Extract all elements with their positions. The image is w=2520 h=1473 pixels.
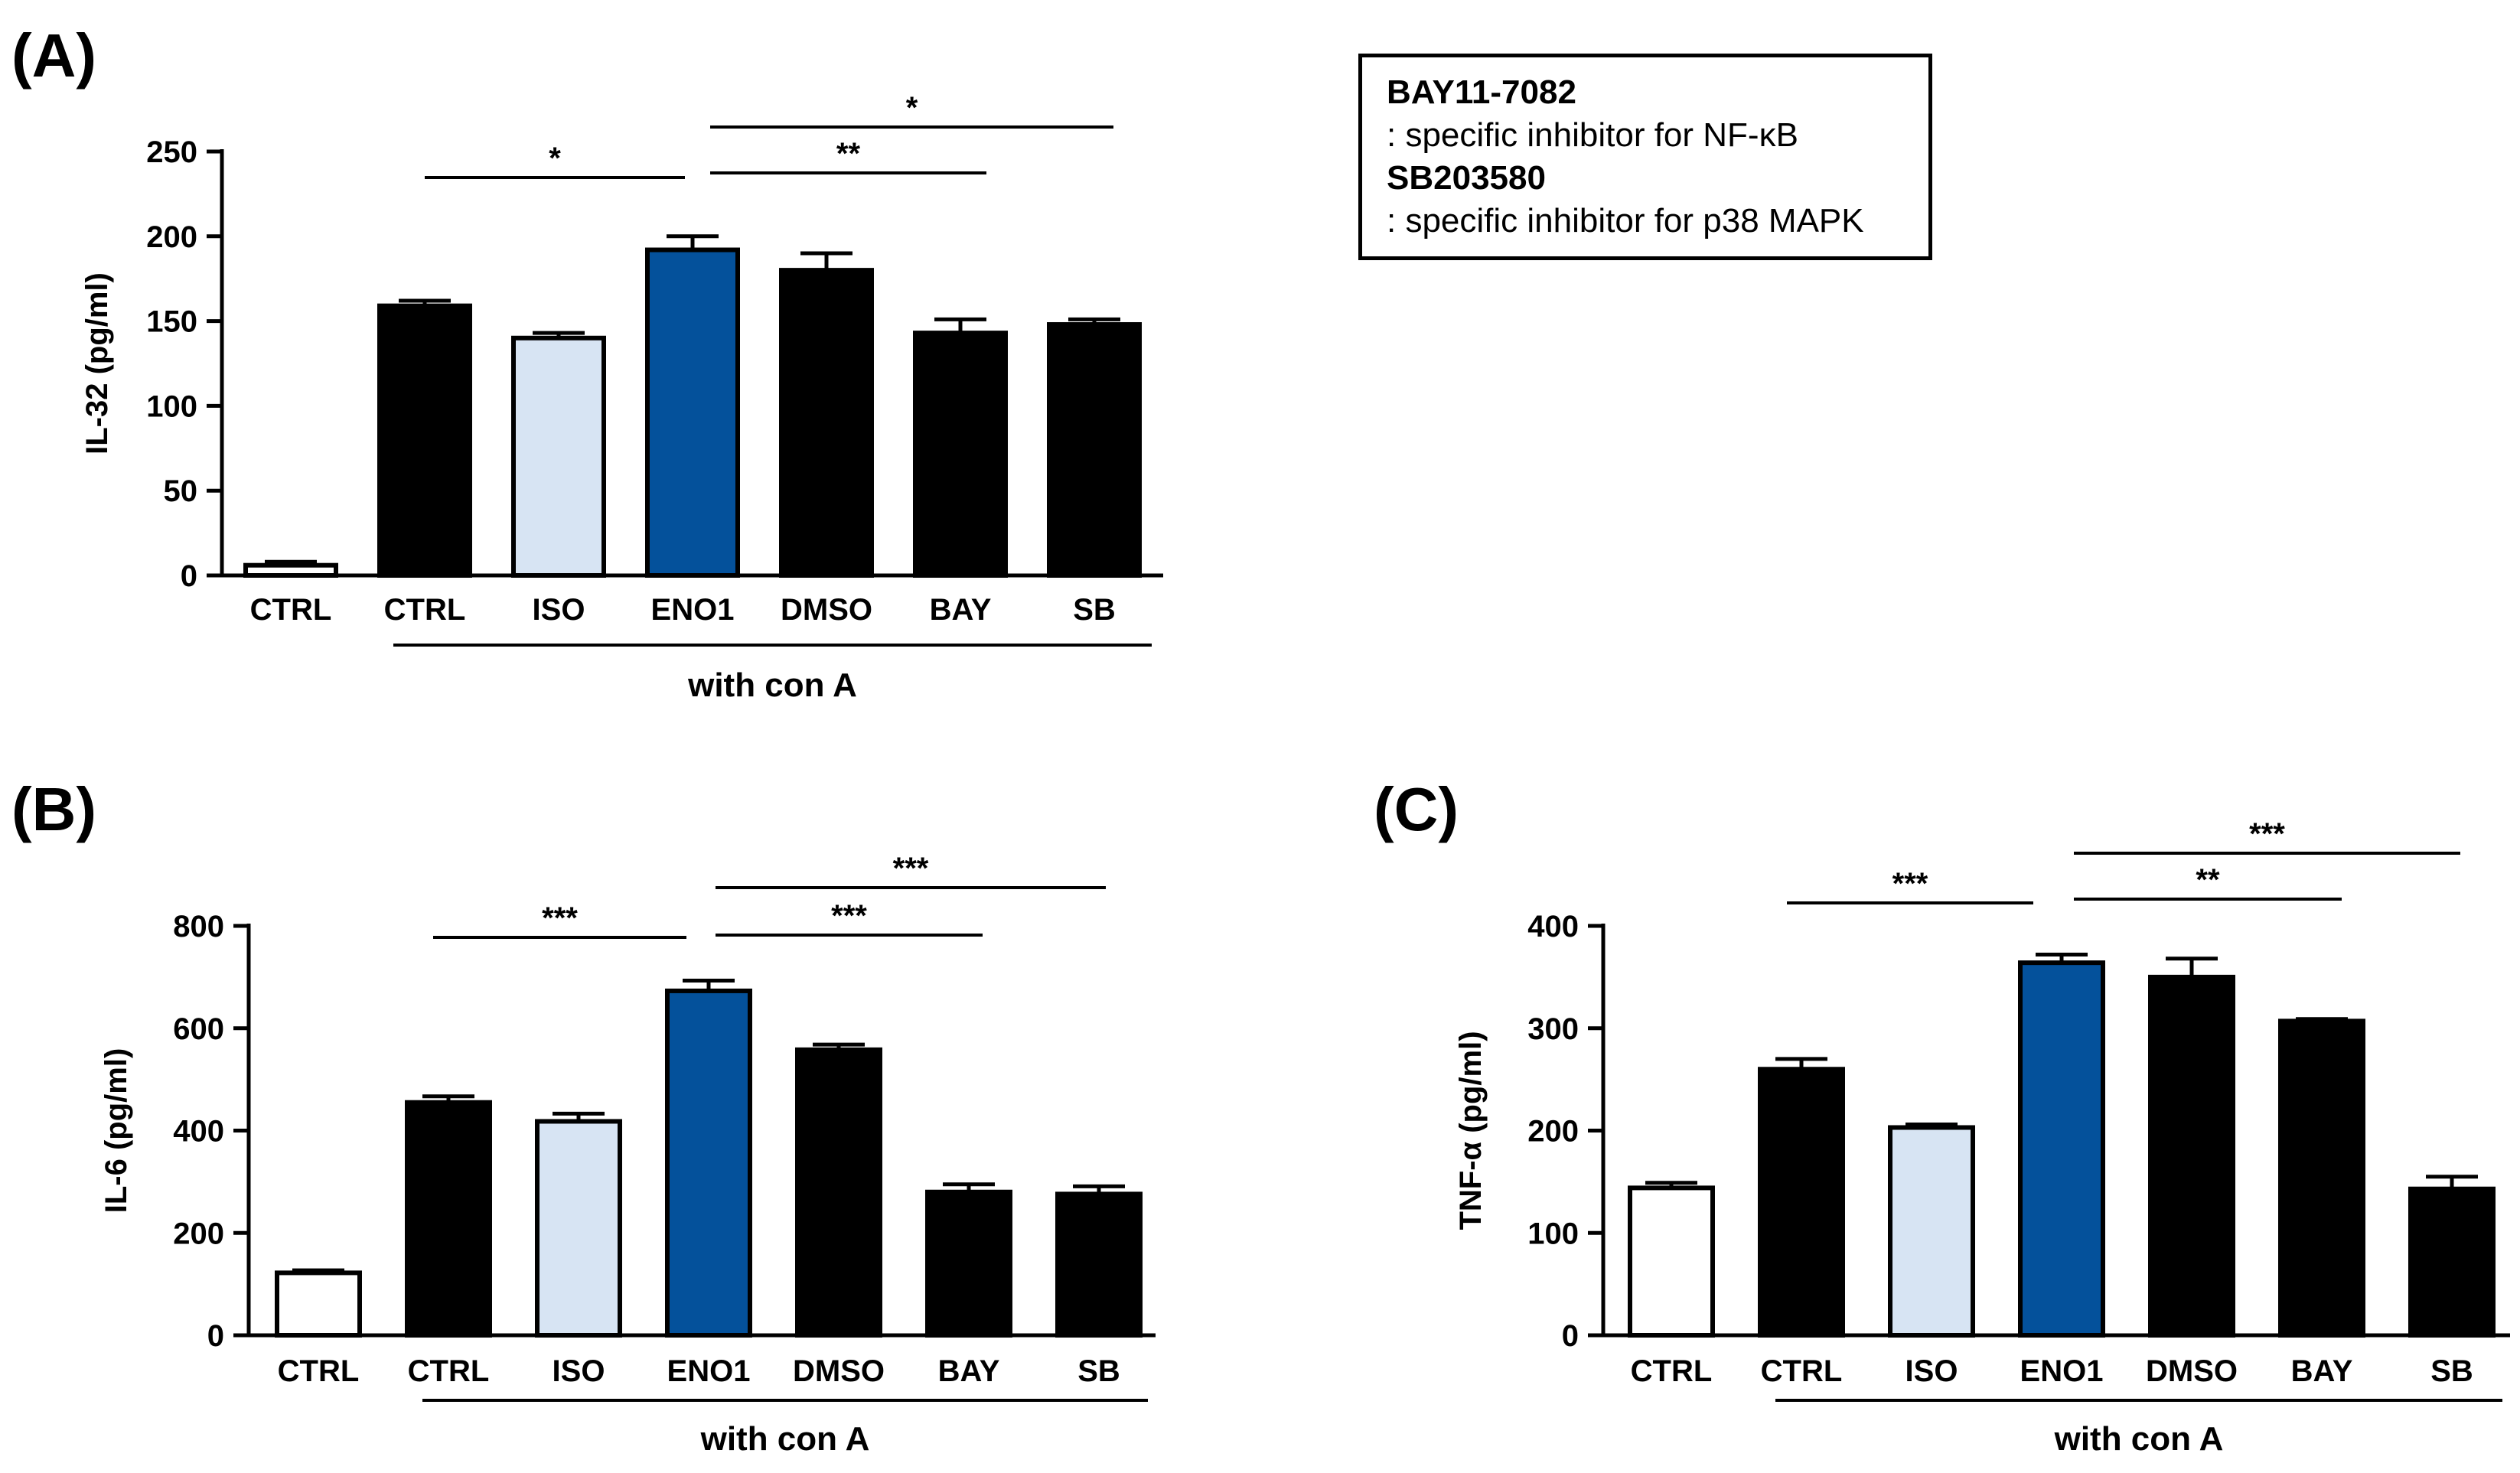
legend-line-sb-desc: : specific inhibitor for p38 MAPK	[1387, 202, 1864, 240]
group-label: with con A	[700, 1420, 870, 1458]
bar-ctrl	[1628, 1185, 1715, 1338]
significance-label: ***	[831, 899, 867, 933]
significance-label: **	[836, 137, 861, 171]
bar-bay	[925, 1189, 1012, 1338]
y-tick-label: 0	[1562, 1319, 1579, 1353]
category-label: CTRL	[250, 593, 332, 627]
significance-label: ***	[893, 852, 929, 885]
y-tick-label: 100	[1527, 1217, 1579, 1250]
legend-line-bay: BAY11-7082	[1387, 73, 1576, 111]
y-tick-label: 0	[181, 559, 197, 593]
y-tick-label: 100	[146, 389, 197, 423]
y-axis-label: IL-32 (pg/ml)	[80, 272, 114, 455]
bar-eno1	[2018, 960, 2105, 1338]
category-label: CTRL	[408, 1354, 490, 1388]
legend-line-sb: SB203580	[1387, 159, 1546, 197]
legend-line-bay-desc: : specific inhibitor for NF-κB	[1387, 116, 1798, 154]
y-tick-label: 300	[1527, 1012, 1579, 1046]
y-axis-label: IL-6 (pg/ml)	[99, 1048, 133, 1214]
category-label: ENO1	[2020, 1354, 2104, 1388]
bar-sb	[1055, 1191, 1143, 1338]
significance-label: **	[2196, 863, 2220, 897]
group-label: with con A	[2054, 1420, 2224, 1458]
category-label: ISO	[553, 1354, 605, 1388]
inhibitor-legend-box: BAY11-7082 : specific inhibitor for NF-κ…	[1358, 54, 1932, 260]
panel-a-chart: (A) IL-32 (pg/ml) 0 50 100 150 200 250 CTRL CTRL I…	[11, 21, 1163, 704]
category-label: DMSO	[781, 593, 872, 627]
bar-ctrl	[275, 1270, 362, 1338]
bar-bay	[913, 331, 1008, 578]
category-label: SB	[2430, 1354, 2473, 1388]
group-label: with con A	[687, 666, 857, 704]
panel-label: (B)	[11, 775, 96, 843]
bar-ctrl	[405, 1100, 492, 1338]
category-label: CTRL	[1631, 1354, 1713, 1388]
panel-label: (A)	[11, 21, 96, 90]
bar-dmso	[779, 268, 874, 578]
bar-iso	[1888, 1125, 1975, 1338]
category-label: BAY	[938, 1354, 1000, 1388]
bar-eno1	[645, 247, 740, 578]
y-tick-label: 200	[1527, 1115, 1579, 1149]
panel-c-chart: (C) TNF-α (pg/ml) 0 100 200 300 400 CTRL CTRL ISO…	[1374, 775, 2510, 1458]
category-label: CTRL	[384, 593, 466, 627]
significance-label: ***	[2249, 817, 2285, 851]
category-label: ISO	[1905, 1354, 1958, 1388]
significance-label: *	[549, 142, 561, 175]
category-label: SB	[1077, 1354, 1120, 1388]
y-tick-label: 200	[146, 220, 197, 254]
significance-label: ***	[1892, 867, 1928, 901]
bar-dmso	[2148, 974, 2235, 1338]
y-tick-label: 150	[146, 305, 197, 339]
y-axis-label: TNF-α (pg/ml)	[1454, 1031, 1488, 1230]
category-label: ENO1	[651, 593, 735, 627]
category-label: DMSO	[2146, 1354, 2238, 1388]
y-tick-label: 250	[146, 135, 197, 169]
significance-label: *	[906, 91, 918, 125]
category-label: DMSO	[793, 1354, 885, 1388]
category-label: CTRL	[1761, 1354, 1843, 1388]
y-tick-label: 50	[164, 474, 198, 508]
bar-ctrl	[1758, 1067, 1845, 1338]
bar-dmso	[795, 1047, 882, 1338]
bar-iso	[535, 1119, 622, 1338]
category-label: BAY	[930, 593, 992, 627]
category-label: ISO	[533, 593, 585, 627]
y-tick-label: 0	[207, 1319, 224, 1353]
category-label: ENO1	[667, 1354, 751, 1388]
bar-eno1	[665, 988, 752, 1338]
y-tick-label: 800	[173, 910, 224, 943]
y-tick-label: 400	[1527, 910, 1579, 943]
significance-label: ***	[542, 901, 578, 935]
bar-sb	[2408, 1186, 2496, 1338]
category-label: SB	[1073, 593, 1116, 627]
y-tick-label: 600	[173, 1012, 224, 1046]
bar-ctrl	[377, 303, 472, 578]
bar-iso	[511, 335, 606, 578]
y-tick-label: 400	[173, 1115, 224, 1149]
bar-sb	[1047, 322, 1142, 578]
bar-bay	[2278, 1018, 2365, 1338]
category-label: CTRL	[278, 1354, 360, 1388]
bar-ctrl	[243, 562, 338, 578]
panel-b-chart: (B) IL-6 (pg/ml) 0 200 400 600 800 CTRL CTRL ISO E…	[11, 775, 1156, 1458]
y-tick-label: 200	[173, 1217, 224, 1250]
panel-label: (C)	[1374, 775, 1459, 843]
category-label: BAY	[2291, 1354, 2353, 1388]
